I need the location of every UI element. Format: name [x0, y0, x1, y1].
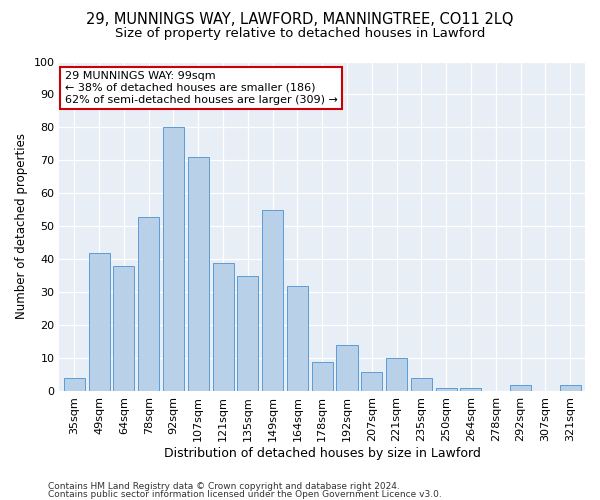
Bar	[361, 372, 382, 392]
X-axis label: Distribution of detached houses by size in Lawford: Distribution of detached houses by size …	[164, 447, 481, 460]
Text: 29, MUNNINGS WAY, LAWFORD, MANNINGTREE, CO11 2LQ: 29, MUNNINGS WAY, LAWFORD, MANNINGTREE, …	[86, 12, 514, 28]
Text: Contains HM Land Registry data © Crown copyright and database right 2024.: Contains HM Land Registry data © Crown c…	[48, 482, 400, 491]
Bar	[560, 385, 581, 392]
Bar	[436, 388, 457, 392]
Bar	[113, 266, 134, 392]
Bar	[188, 157, 209, 392]
Bar	[212, 263, 233, 392]
Y-axis label: Number of detached properties: Number of detached properties	[15, 134, 28, 320]
Bar	[64, 378, 85, 392]
Bar	[460, 388, 481, 392]
Text: Size of property relative to detached houses in Lawford: Size of property relative to detached ho…	[115, 28, 485, 40]
Bar	[163, 128, 184, 392]
Bar	[311, 362, 333, 392]
Bar	[89, 253, 110, 392]
Bar	[337, 346, 358, 392]
Text: Contains public sector information licensed under the Open Government Licence v3: Contains public sector information licen…	[48, 490, 442, 499]
Text: 29 MUNNINGS WAY: 99sqm
← 38% of detached houses are smaller (186)
62% of semi-de: 29 MUNNINGS WAY: 99sqm ← 38% of detached…	[65, 72, 338, 104]
Bar	[138, 216, 159, 392]
Bar	[386, 358, 407, 392]
Bar	[262, 210, 283, 392]
Bar	[287, 286, 308, 392]
Bar	[510, 385, 531, 392]
Bar	[237, 276, 259, 392]
Bar	[411, 378, 432, 392]
